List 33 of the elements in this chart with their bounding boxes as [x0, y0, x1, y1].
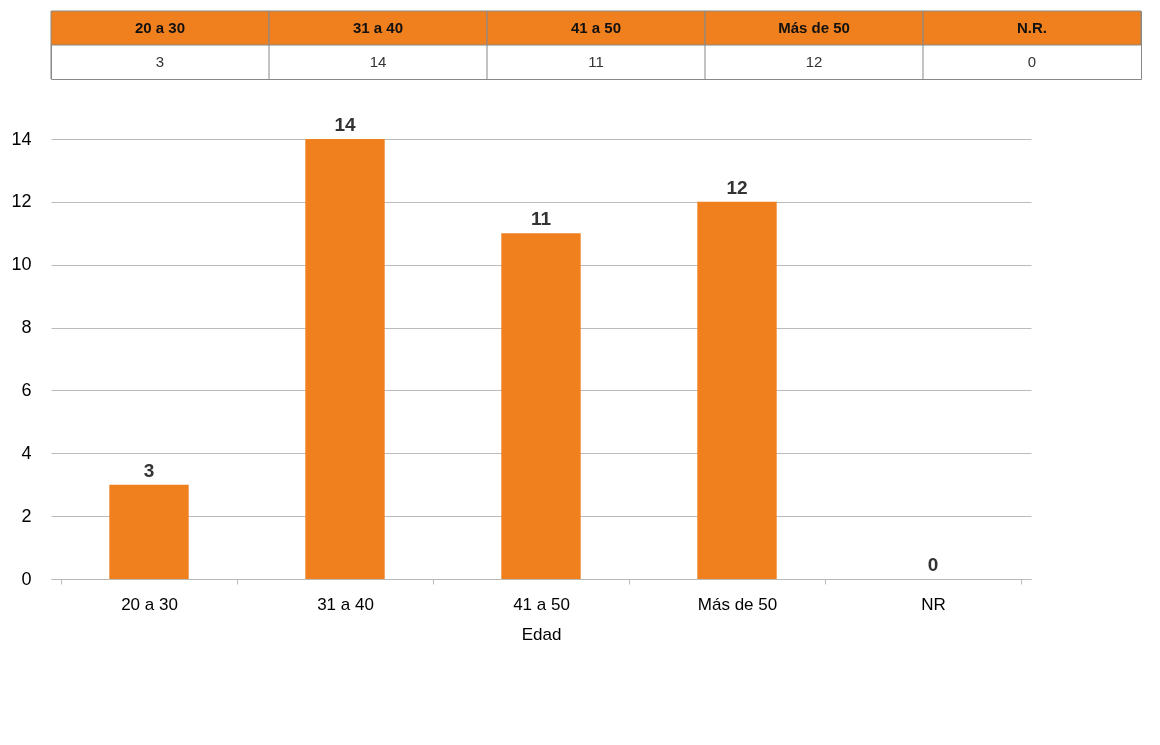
- bar: [697, 201, 777, 579]
- data-label: 12: [805, 53, 823, 70]
- y-tick-label: 8: [21, 317, 32, 338]
- x-tick-label: 41 a 50: [513, 594, 570, 614]
- x-tick-label: NR: [921, 594, 946, 614]
- x-axis-title: Edad: [521, 624, 562, 644]
- bar: [501, 233, 581, 579]
- y-tick-label: 14: [11, 128, 32, 149]
- data-label: 14: [334, 114, 356, 135]
- data-label: 3: [155, 53, 165, 70]
- bar: [109, 484, 189, 579]
- y-tick-label: 12: [11, 191, 32, 212]
- data-label: 0: [1027, 53, 1037, 70]
- category-label: 20 a 30: [134, 19, 186, 36]
- x-tick-label: 31 a 40: [317, 594, 374, 614]
- category-label: Más de 50: [778, 19, 850, 36]
- y-tick-label: 2: [21, 505, 32, 526]
- data-label: 14: [369, 53, 387, 70]
- data-label: 0: [927, 554, 939, 575]
- x-tick-label: Más de 50: [697, 594, 778, 614]
- y-tick-label: 0: [21, 568, 32, 589]
- y-tick-label: 4: [21, 442, 32, 463]
- category-label: N.R.: [1017, 19, 1047, 36]
- y-tick-label: 10: [11, 254, 32, 275]
- x-tick-label: 20 a 30: [121, 594, 178, 614]
- data-label: 11: [588, 53, 604, 70]
- category-label: 31 a 40: [352, 19, 404, 36]
- y-tick-label: 6: [21, 379, 32, 400]
- bar: [305, 139, 385, 579]
- data-label: 3: [143, 459, 155, 481]
- data-label: 11: [530, 208, 552, 230]
- data-label: 12: [726, 176, 748, 198]
- category-label: 41 a 50: [570, 19, 622, 36]
